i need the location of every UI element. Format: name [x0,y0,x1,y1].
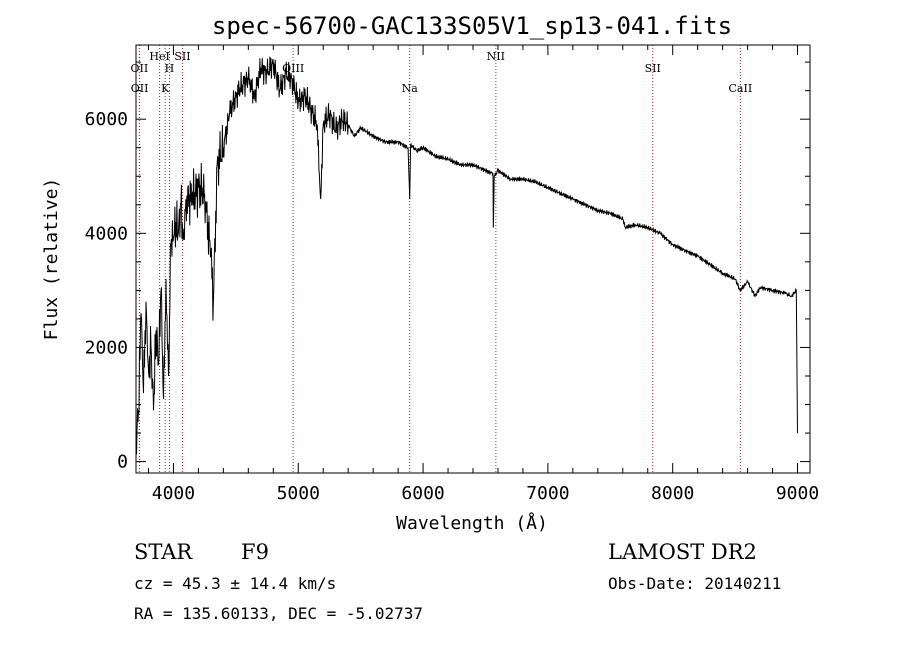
spectral-line-label: OII [131,62,149,75]
y-tick-label: 6000 [85,109,128,130]
spectral-line-label: K [161,82,170,95]
spectral-line-label: HeI [149,50,169,63]
spectral-line-label: OII [131,82,149,95]
y-axis: 0 2000 4000 6000 [85,61,810,473]
spectral-line-label: Na [402,82,419,95]
chart-title: spec-56700-GAC133S05V1_sp13-041.fits [212,12,732,40]
spectral-line-label: SII [174,50,190,63]
x-tick-label: 6000 [401,483,444,504]
plot-frame [135,44,811,474]
y-tick-label: 2000 [85,337,128,358]
x-tick-label: 7000 [526,483,569,504]
y-tick-label: 0 [117,452,128,473]
x-axis-label: Wavelength (Å) [396,512,548,534]
obs-date: Obs-Date: 20140211 [608,574,781,593]
object-subclass: F9 [241,540,269,564]
x-axis: 4000 5000 6000 7000 8000 9000 [147,45,819,504]
y-axis-label: Flux (relative) [41,178,62,341]
redshift-cz: cz = 45.3 ± 14.4 km/s [134,574,336,593]
spectral-line-label: OIII [282,62,304,75]
x-tick-label: 8000 [651,483,694,504]
survey-label: LAMOST DR2 [608,540,757,564]
spectral-line-label: SII [645,62,661,75]
spectral-line-label: H [165,62,175,75]
spectral-line-label: NII [487,50,505,63]
y-tick-label: 4000 [85,223,128,244]
x-tick-label: 4000 [152,483,195,504]
object-type: STAR [134,540,193,564]
x-tick-label: 5000 [277,483,320,504]
spectrum-line [135,56,798,455]
spectral-line-label: CaII [729,82,753,95]
coordinates: RA = 135.60133, DEC = -5.02737 [134,604,423,623]
x-tick-label: 9000 [776,483,819,504]
